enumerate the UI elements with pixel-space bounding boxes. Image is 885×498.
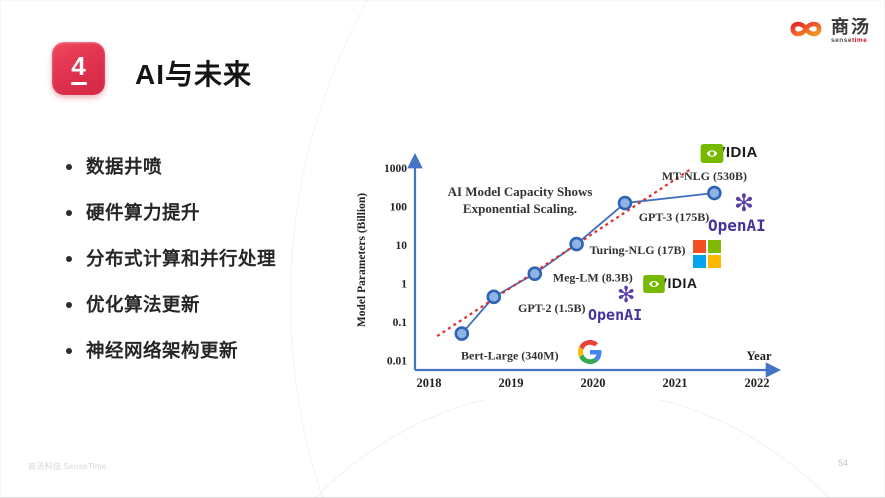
badge-underline <box>70 81 87 85</box>
data-point-Turing-NLG <box>569 236 584 252</box>
data-point-label: GPT-3 (175B) <box>639 210 710 224</box>
y-tick-label: 100 <box>390 202 408 214</box>
data-point-GPT-3 <box>617 195 633 211</box>
data-point-MT-NLG <box>707 185 722 201</box>
list-item: 硬件算力提升 <box>66 202 366 223</box>
y-tick-label: 1000 <box>384 163 407 175</box>
x-axis-title: Year <box>747 349 772 363</box>
x-tick-label: 2022 <box>745 376 770 390</box>
data-point-label: Meg-LM (8.3B) <box>553 271 633 285</box>
openai-flower-icon: ✻ <box>616 282 636 307</box>
x-tick-label: 2018 <box>417 376 442 390</box>
microsoft-logo-icon <box>693 240 721 268</box>
section-number: 4 <box>71 50 86 81</box>
data-point-label: Turing-NLG (17B) <box>590 243 686 257</box>
bullet-icon <box>66 347 72 354</box>
nvidia-logo: NVIDIA <box>700 144 758 163</box>
brand-name-en: sensetime <box>831 37 868 45</box>
y-tick-label: 1 <box>401 279 407 291</box>
bullet-label: 神经网络架构更新 <box>86 340 239 361</box>
chart-title: Exponential Scaling. <box>463 201 577 216</box>
data-point-GPT-2 <box>486 289 502 305</box>
ms-square-yellow <box>708 255 721 268</box>
chart-canvas: 1000 100 10 1 0.1 0.01 2018 2019 2020 2021 2022 Mod… <box>356 152 782 390</box>
list-item: 分布式计算和并行处理 <box>66 248 366 269</box>
bullet-icon <box>66 163 72 170</box>
bullet-icon <box>66 301 72 308</box>
openai-logo: ✻ OpenAI <box>708 190 766 236</box>
bullet-list: 数据井喷 硬件算力提升 分布式计算和并行处理 优化算法更新 神经网络架构更新 <box>66 156 366 386</box>
openai-flower-icon: ✻ <box>733 190 754 217</box>
bullet-icon <box>66 255 72 262</box>
sensetime-infinity-icon <box>786 14 826 49</box>
openai-wordmark: OpenAI <box>588 306 643 324</box>
trend-line <box>436 168 691 338</box>
bullet-label: 分布式计算和并行处理 <box>86 248 277 269</box>
y-tick-label: 0.1 <box>393 317 408 329</box>
page-title: AI与未来 <box>135 59 253 90</box>
ms-square-red <box>693 240 706 253</box>
x-tick-label: 2020 <box>581 376 606 390</box>
chart-title: AI Model Capacity Shows <box>448 184 593 199</box>
data-point-label: Bert-Large (340M) <box>461 349 559 363</box>
list-item: 数据井喷 <box>66 156 366 177</box>
data-point-Meg-LM <box>527 266 543 281</box>
bullet-label: 优化算法更新 <box>86 294 201 315</box>
bullet-icon <box>66 209 72 216</box>
list-item: 神经网络架构更新 <box>66 340 366 361</box>
ms-square-blue <box>693 255 706 268</box>
x-tick-label: 2019 <box>499 376 524 390</box>
ms-square-green <box>708 240 721 253</box>
data-point-Bert-Large <box>454 326 470 341</box>
section-number-badge: 4 <box>52 42 105 95</box>
openai-wordmark: OpenAI <box>708 216 766 235</box>
bullet-label: 硬件算力提升 <box>86 202 201 223</box>
list-item: 优化算法更新 <box>66 294 366 315</box>
scaling-chart: 1000 100 10 1 0.1 0.01 2018 2019 2020 2021 2022 Mod… <box>352 128 792 400</box>
data-point-label: GPT-2 (1.5B) <box>518 301 586 315</box>
sensetime-logo: 商汤 sensetime <box>786 14 871 49</box>
openai-logo-2: ✻ OpenAI <box>588 282 642 325</box>
footer-brand: 商汤科技 SenseTime <box>28 462 107 471</box>
x-tick-label: 2021 <box>663 376 688 390</box>
nvidia-logo-2: NVIDIA <box>643 275 697 293</box>
y-tick-label: 0.01 <box>387 356 407 368</box>
brand-name-cn: 商汤 <box>831 17 871 38</box>
data-point-label: MT-NLG (530B) <box>662 169 747 183</box>
sensetime-wordmark: 商汤 sensetime <box>831 18 871 45</box>
y-axis-title: Model Parameters (Billion) <box>356 193 368 327</box>
y-tick-label: 10 <box>396 240 408 252</box>
bullet-label: 数据井喷 <box>86 156 163 177</box>
page-number: 54 <box>838 458 849 468</box>
